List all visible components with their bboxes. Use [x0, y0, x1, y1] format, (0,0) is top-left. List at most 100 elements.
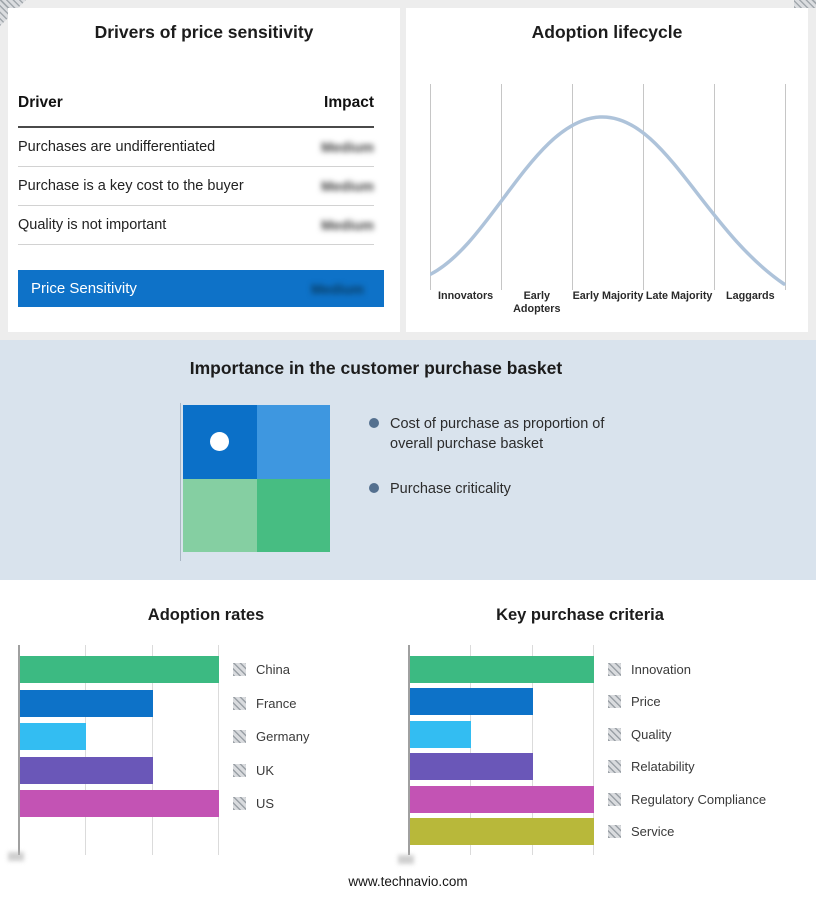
footer: www.technavio.com — [0, 874, 816, 889]
legend-item: Price — [608, 686, 766, 719]
footer-link[interactable]: www.technavio.com — [348, 874, 468, 889]
hatch-swatch-icon — [608, 760, 621, 774]
bar-france — [20, 689, 153, 717]
stage-label-early-adopters: Early Adopters — [513, 290, 561, 316]
hatch-swatch-icon — [608, 727, 621, 741]
stage-label-late-majority: Late Majority — [645, 290, 713, 302]
basket-bullet-list: Cost of purchase as proportion of overal… — [369, 414, 625, 523]
quadrant-axis-line — [180, 403, 181, 561]
hatch-swatch-icon — [608, 662, 621, 676]
legend-label: US — [256, 796, 275, 812]
price-sensitivity-summary-row: Price Sensitivity Medium — [18, 270, 384, 307]
basket-title: Importance in the customer purchase bask… — [189, 358, 563, 378]
driver-label: Purchase is a key cost to the buyer — [18, 178, 244, 194]
bar-group — [410, 653, 594, 848]
legend-item: US — [233, 787, 309, 821]
legend-label: Innovation — [631, 661, 691, 677]
adoption-lifecycle-title: Adoption lifecycle — [531, 22, 683, 42]
bar-quality — [410, 720, 472, 748]
legend-label: Germany — [256, 729, 310, 745]
bottom-charts-section: Adoption rates China France — [0, 580, 816, 902]
legend-label: Relatability — [631, 759, 695, 775]
adoption-rates-title: Adoption rates — [147, 606, 265, 624]
axis-label-redacted — [8, 852, 24, 861]
hatch-swatch-icon — [608, 695, 621, 709]
column-header-driver: Driver — [18, 94, 63, 111]
bar-germany — [20, 723, 87, 751]
key-purchase-criteria-legend: Innovation Price Quality Relatability Re… — [608, 653, 766, 848]
axis-label-redacted — [398, 855, 414, 864]
legend-label: Quality — [631, 726, 672, 742]
drivers-table: Driver Impact Purchases are undifferenti… — [18, 88, 374, 245]
corner-hatch-icon — [794, 0, 816, 8]
gridline — [470, 645, 471, 855]
legend-item: Germany — [233, 720, 309, 754]
impact-value-redacted: Medium — [311, 280, 364, 297]
column-header-impact: Impact — [324, 94, 374, 111]
stage-label-laggards: Laggards — [726, 290, 775, 302]
legend-label: France — [256, 695, 297, 711]
legend-item: UK — [233, 754, 309, 788]
bullet-icon — [369, 482, 379, 493]
bar-innovation — [410, 655, 594, 683]
hatch-swatch-icon — [233, 663, 246, 677]
legend-label: Price — [631, 694, 661, 710]
adoption-rates-plot — [18, 645, 219, 855]
impact-value-redacted: Medium — [321, 178, 374, 194]
y-axis-line — [18, 645, 20, 855]
importance-quadrant-matrix — [183, 405, 330, 552]
hatch-swatch-icon — [608, 825, 621, 839]
lifecycle-stage-labels: Innovators Early Adopters Early Majority… — [430, 290, 786, 317]
legend-item: Service — [608, 816, 766, 849]
position-dot-icon — [210, 432, 230, 452]
legend-item: Relatability — [608, 751, 766, 784]
hatch-swatch-icon — [233, 696, 246, 710]
hatch-swatch-icon — [233, 797, 246, 811]
drivers-panel-title: Drivers of price sensitivity — [94, 22, 314, 42]
bell-curve-line — [430, 115, 786, 286]
key-purchase-criteria-plot — [408, 645, 594, 855]
bar-price — [410, 688, 533, 716]
legend-label: UK — [256, 762, 275, 778]
driver-label: Quality is not important — [18, 217, 167, 233]
list-item: Purchase criticality — [369, 479, 625, 499]
legend-label: Service — [631, 824, 675, 840]
bullet-icon — [369, 418, 379, 428]
hatch-swatch-icon — [233, 730, 246, 744]
table-row: Purchases are undifferentiated Medium — [18, 128, 374, 167]
gridline — [532, 645, 533, 855]
legend-item: France — [233, 687, 309, 721]
legend-item: Regulatory Compliance — [608, 783, 766, 816]
legend-label: Regulatory Compliance — [631, 791, 767, 807]
drivers-of-price-sensitivity-panel: Drivers of price sensitivity Driver Impa… — [8, 8, 400, 332]
gridline — [593, 645, 594, 855]
quadrant-bottom-right — [256, 478, 330, 552]
impact-value-redacted: Medium — [321, 217, 374, 233]
bar-relatability — [410, 753, 533, 781]
hatch-swatch-icon — [608, 792, 621, 806]
bar-us — [20, 790, 219, 818]
impact-value-redacted: Medium — [321, 139, 374, 155]
bar-uk — [20, 756, 153, 784]
bullet-text: Purchase criticality — [390, 480, 511, 497]
driver-label: Purchases are undifferentiated — [18, 139, 216, 155]
legend-item: Quality — [608, 718, 766, 751]
price-sensitivity-label: Price Sensitivity — [31, 280, 137, 297]
quadrant-bottom-left — [183, 478, 257, 552]
bar-group — [20, 653, 219, 821]
key-purchase-criteria-title: Key purchase criteria — [496, 606, 664, 624]
stage-label-early-majority: Early Majority — [572, 290, 644, 302]
table-row: Quality is not important Medium — [18, 206, 374, 245]
hatch-swatch-icon — [233, 763, 246, 777]
legend-item: China — [233, 653, 309, 687]
gridline — [152, 645, 153, 855]
bar-service — [410, 818, 594, 846]
list-item: Cost of purchase as proportion of overal… — [369, 414, 625, 455]
bar-regulatory-compliance — [410, 785, 594, 813]
bullet-text: Cost of purchase as proportion of overal… — [390, 416, 605, 453]
stage-label-innovators: Innovators — [437, 290, 494, 302]
table-row: Purchase is a key cost to the buyer Medi… — [18, 167, 374, 206]
legend-item: Innovation — [608, 653, 766, 686]
y-axis-line — [408, 645, 410, 855]
